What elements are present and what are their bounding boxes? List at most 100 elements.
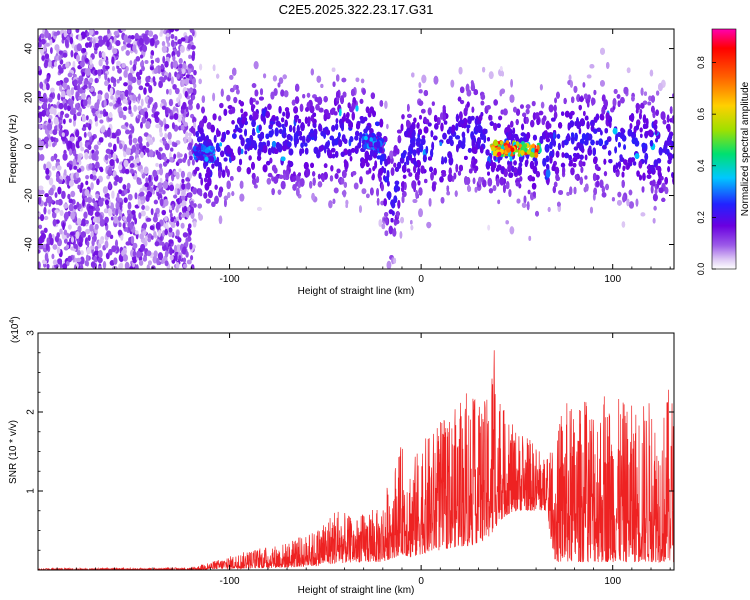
- heatmap-cell: [116, 192, 120, 201]
- heatmap-cell: [68, 148, 72, 156]
- heatmap-cell: [116, 157, 119, 164]
- heatmap-cell: [121, 62, 126, 69]
- heatmap-cell: [648, 95, 652, 102]
- heatmap-cell: [160, 63, 164, 70]
- heatmap-cell: [38, 117, 41, 123]
- heatmap-cell: [561, 152, 565, 158]
- heatmap-cell: [72, 158, 77, 166]
- heatmap-cell: [341, 170, 347, 179]
- heatmap-cell: [96, 178, 100, 186]
- heatmap-cell: [585, 137, 589, 144]
- heatmap-cell: [322, 127, 328, 134]
- heatmap-cell: [174, 35, 178, 41]
- heatmap-cell: [63, 30, 67, 38]
- heatmap-cell: [351, 111, 355, 121]
- heatmap-cell: [614, 146, 617, 154]
- heatmap-cell: [617, 141, 621, 148]
- heatmap-cell: [244, 128, 247, 137]
- heatmap-cell: [439, 176, 444, 183]
- heatmap-cell: [586, 74, 592, 79]
- heatmap-cell: [62, 153, 68, 161]
- heatmap-cell: [161, 45, 168, 54]
- heatmap-cell: [330, 165, 334, 172]
- heatmap-cell: [145, 76, 150, 83]
- heatmap-cell: [418, 89, 423, 94]
- heatmap-cell: [340, 151, 345, 157]
- heatmap-cell: [337, 178, 342, 183]
- heatmap-cell: [132, 258, 137, 264]
- heatmap-cell: [150, 235, 154, 240]
- heatmap-cell: [278, 77, 284, 84]
- heatmap-cell: [339, 118, 343, 126]
- heatmap-cell: [43, 201, 48, 207]
- heatmap-cell: [267, 172, 273, 178]
- heatmap-cell: [108, 153, 112, 159]
- heatmap-cell: [639, 127, 643, 133]
- heatmap-cell: [109, 87, 114, 96]
- heatmap-cell: [88, 163, 93, 170]
- heatmap-cell: [433, 75, 439, 85]
- heatmap-cell: [61, 90, 66, 98]
- heatmap-cell: [107, 208, 113, 217]
- heatmap-cell: [621, 129, 626, 134]
- heatmap-cell: [578, 143, 584, 152]
- heatmap-cell: [530, 119, 535, 128]
- heatmap-cell: [552, 163, 556, 171]
- heatmap-cell: [616, 94, 621, 99]
- heatmap-cell: [161, 78, 166, 83]
- heatmap-cell: [421, 74, 427, 84]
- heatmap-cell: [284, 119, 288, 128]
- heatmap-cell: [329, 175, 334, 182]
- heatmap-cell: [349, 155, 353, 162]
- heatmap-cell: [391, 201, 396, 209]
- heatmap-cell: [261, 108, 267, 117]
- heatmap-cell: [262, 144, 268, 154]
- heatmap-cell: [108, 166, 113, 174]
- heatmap-cell: [564, 152, 570, 159]
- heatmap-cell: [153, 212, 158, 220]
- heatmap-cell: [210, 124, 215, 133]
- heatmap-cell: [145, 177, 149, 184]
- heatmap-cell: [386, 260, 392, 269]
- heatmap-cell: [62, 263, 68, 269]
- heatmap-cell: [297, 118, 302, 124]
- heatmap-cell: [654, 129, 658, 136]
- heatmap-cell: [304, 116, 308, 125]
- heatmap-cell: [111, 56, 115, 65]
- heatmap-cell: [569, 159, 573, 166]
- heatmap-cell: [351, 147, 355, 153]
- heatmap-cell: [198, 120, 204, 129]
- heatmap-cell: [375, 121, 380, 127]
- heatmap-cell: [278, 128, 283, 135]
- heatmap-cell: [198, 78, 202, 85]
- heatmap-cell: [642, 100, 648, 105]
- heatmap-cell: [58, 50, 63, 55]
- heatmap-cell: [164, 216, 168, 222]
- heatmap-cell: [294, 132, 299, 140]
- heatmap-cell: [168, 88, 172, 96]
- heatmap-cell: [410, 219, 413, 225]
- heatmap-cell: [343, 181, 347, 188]
- heatmap-cell: [515, 118, 519, 126]
- heatmap-cell: [296, 124, 300, 134]
- heatmap-cell: [126, 215, 132, 223]
- heatmap-cell: [75, 129, 80, 138]
- heatmap-cell: [89, 173, 94, 180]
- heatmap-cell: [211, 163, 215, 169]
- heatmap-cell: [54, 44, 60, 51]
- heatmap-cell: [604, 127, 609, 134]
- heatmap-cell: [100, 197, 105, 202]
- heatmap-cell: [62, 118, 66, 125]
- heatmap-cell: [638, 174, 642, 181]
- heatmap-cell: [128, 137, 133, 146]
- heatmap-cell: [608, 158, 613, 164]
- heatmap-cell: [379, 118, 384, 128]
- heatmap-cell: [150, 49, 155, 57]
- heatmap-cell: [359, 176, 363, 185]
- heatmap-cell: [87, 197, 93, 204]
- heatmap-cell: [573, 85, 578, 93]
- heatmap-cell: [554, 97, 557, 104]
- heatmap-cell: [178, 211, 183, 221]
- heatmap-cell: [412, 198, 418, 204]
- heatmap-cell: [95, 121, 99, 127]
